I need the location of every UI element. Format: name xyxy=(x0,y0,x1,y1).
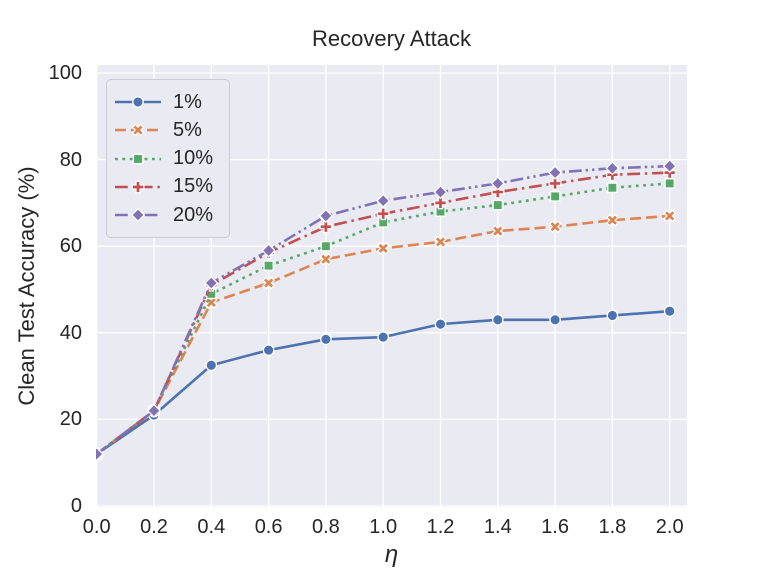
y-tick-label: 0 xyxy=(70,495,82,517)
marker-diamond-icon xyxy=(96,446,104,462)
marker-x-icon xyxy=(605,213,619,227)
y-tick-label: 20 xyxy=(59,408,82,431)
chart-title: Recovery Attack xyxy=(312,26,471,51)
x-axis-label: η xyxy=(384,541,399,568)
marker-x-icon xyxy=(262,276,276,290)
y-tick-label: 60 xyxy=(59,235,82,258)
legend-label: 10% xyxy=(173,147,214,169)
legend-label: 15% xyxy=(173,175,214,198)
marker-x-icon xyxy=(131,123,145,137)
series-layer xyxy=(96,158,677,462)
legend: 1% 5% 10% 15% 20% xyxy=(106,79,230,238)
legend-item: 1% xyxy=(114,88,229,116)
marker-circle-icon xyxy=(491,313,504,326)
y-axis-label: Clean Test Accuracy (%) xyxy=(14,166,39,406)
x-tick-label: 0.0 xyxy=(82,516,111,538)
marker-diamond-icon xyxy=(204,275,219,291)
marker-plus-icon xyxy=(434,196,447,210)
marker-circle-icon xyxy=(320,333,332,346)
marker-x-icon xyxy=(548,220,562,234)
marker-square-icon xyxy=(664,178,675,189)
marker-circle-icon xyxy=(606,309,619,322)
marker-diamond-icon xyxy=(130,207,146,223)
marker-square-icon xyxy=(132,153,144,164)
marker-x-icon xyxy=(663,209,677,223)
marker-plus-icon xyxy=(131,180,145,194)
marker-circle-icon xyxy=(262,344,275,356)
legend-label: 1% xyxy=(173,90,202,113)
marker-x-icon xyxy=(376,241,390,255)
marker-plus-icon xyxy=(376,207,390,221)
marker-plus-icon xyxy=(319,220,333,234)
marker-diamond-icon xyxy=(662,158,677,174)
marker-square-icon xyxy=(263,260,274,271)
x-tick-label: 0.8 xyxy=(311,516,340,538)
marker-circle-icon xyxy=(205,359,218,372)
legend-item: 20% xyxy=(114,201,229,229)
marker-x-icon xyxy=(491,224,505,238)
marker-circle-icon xyxy=(549,313,561,326)
legend-item: 15% xyxy=(114,173,229,201)
x-tick-label: 0.4 xyxy=(197,516,226,538)
marker-plus-icon xyxy=(491,185,505,199)
marker-circle-icon xyxy=(663,305,676,317)
marker-diamond-icon xyxy=(146,403,162,418)
marker-x-icon xyxy=(319,252,333,266)
marker-diamond-icon xyxy=(261,243,276,258)
legend-item: 10% xyxy=(114,145,229,173)
legend-item: 5% xyxy=(114,116,229,144)
marker-diamond-icon xyxy=(605,161,620,176)
legend-plus-line-icon xyxy=(115,180,161,194)
marker-square-icon xyxy=(549,191,561,202)
x-tick-label: 2.0 xyxy=(655,516,684,538)
legend-circle-line-icon xyxy=(115,96,161,108)
x-tick-label: 1.4 xyxy=(483,516,512,538)
x-tick-label: 1.8 xyxy=(598,516,627,538)
marker-diamond-icon xyxy=(318,208,334,224)
x-tick-label: 1.6 xyxy=(541,516,569,538)
legend-square-line-icon xyxy=(115,153,161,164)
marker-plus-icon xyxy=(548,176,562,190)
marker-diamond-icon xyxy=(433,184,448,200)
legend-x-line-icon xyxy=(115,123,161,137)
marker-diamond-icon xyxy=(547,165,563,180)
marker-diamond-icon xyxy=(490,176,505,191)
x-tick-label: 1.2 xyxy=(426,516,455,538)
legend-label: 5% xyxy=(173,118,202,141)
x-tick-label: 0.2 xyxy=(140,516,168,538)
x-tick-label: 0.6 xyxy=(254,516,283,538)
marker-circle-icon xyxy=(132,96,144,108)
marker-x-icon xyxy=(434,235,447,249)
x-tick-label: 1.0 xyxy=(369,516,398,538)
y-tick-label: 40 xyxy=(59,321,82,344)
marker-square-icon xyxy=(607,182,618,193)
marker-square-icon xyxy=(320,240,332,252)
marker-square-icon xyxy=(492,199,504,211)
legend-label: 20% xyxy=(173,203,214,226)
legend-diamond-line-icon xyxy=(115,207,161,223)
marker-diamond-icon xyxy=(376,193,391,208)
marker-circle-icon xyxy=(434,318,447,330)
y-tick-label: 100 xyxy=(48,62,82,84)
marker-circle-icon xyxy=(377,331,390,343)
y-tick-label: 80 xyxy=(59,148,82,171)
